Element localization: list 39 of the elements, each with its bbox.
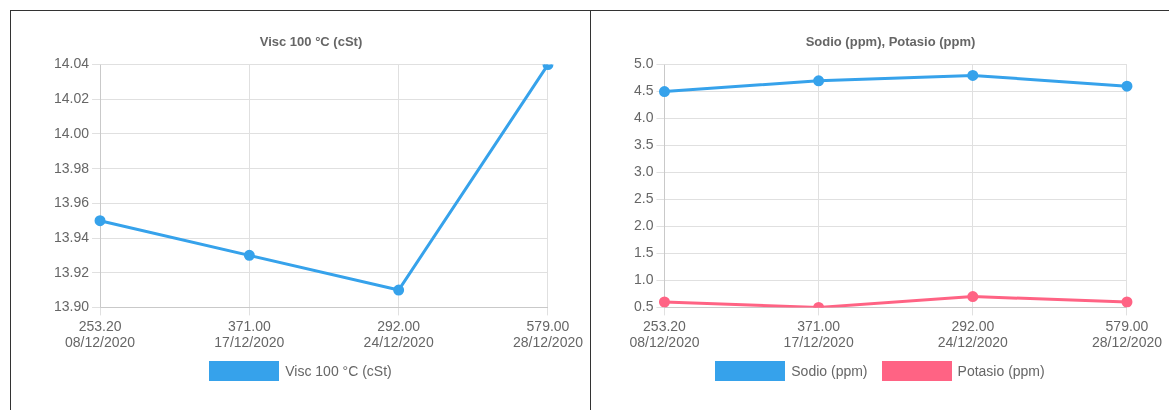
point [94, 215, 106, 227]
x-tick-label: 579.00 28/12/2020 [1091, 317, 1163, 351]
point [813, 75, 825, 87]
x-tick-label: 371.00 17/12/2020 [214, 317, 285, 351]
y-tick-label: 4.0 [633, 109, 654, 126]
legend-label: Potasio (ppm) [957, 363, 1045, 379]
y-tick-label: 2.5 [633, 190, 654, 207]
chart-title: Sodio (ppm), Potasio (ppm) [805, 34, 976, 50]
x-tick-label: 292.00 24/12/2020 [363, 317, 434, 351]
y-tick-label: 4.5 [633, 82, 654, 99]
point [1121, 296, 1133, 308]
point [967, 69, 979, 81]
chart-title: Visc 100 °C (cSt) [259, 34, 363, 50]
point [243, 249, 255, 261]
y-tick-label: 2.0 [633, 217, 654, 234]
x-tick-label: 292.00 24/12/2020 [937, 317, 1009, 351]
x-tick-label: 253.20 08/12/2020 [65, 317, 136, 351]
y-tick-label: 14.02 [53, 90, 90, 107]
x-tick-label: 579.00 28/12/2020 [512, 317, 584, 351]
y-tick-label: 13.90 [53, 298, 90, 315]
point [967, 291, 979, 303]
y-tick-label: 1.0 [633, 271, 654, 288]
point [393, 284, 405, 296]
legend-label: Sodio (ppm) [791, 363, 868, 379]
y-tick-label: 14.04 [53, 55, 90, 72]
y-tick-label: 13.92 [53, 263, 90, 280]
y-tick-label: 3.0 [633, 163, 654, 180]
y-tick-label: 13.94 [53, 228, 90, 245]
y-tick-label: 14.00 [53, 124, 90, 141]
y-tick-label: 3.5 [633, 136, 654, 153]
x-tick-label: 371.00 17/12/2020 [783, 317, 854, 351]
y-tick-label: 5.0 [633, 55, 654, 72]
point [1121, 80, 1133, 92]
legend-label: Visc 100 °C (cSt) [285, 363, 392, 379]
y-tick-label: 13.96 [53, 194, 90, 211]
y-tick-label: 0.5 [633, 298, 654, 315]
y-tick-label: 13.98 [53, 159, 90, 176]
x-tick-label: 253.20 08/12/2020 [629, 317, 700, 351]
y-tick-label: 1.5 [633, 244, 654, 261]
